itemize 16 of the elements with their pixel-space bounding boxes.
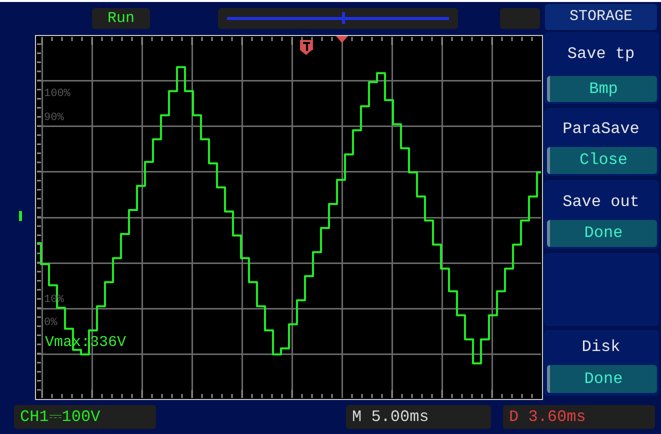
annotation: 90%: [44, 111, 65, 125]
text: Done: [547, 220, 657, 247]
text: D 3.60ms: [503, 405, 655, 429]
text: ParaSave: [562, 119, 640, 140]
text: Save out: [562, 192, 640, 213]
text: M 5.00ms: [346, 405, 491, 429]
text: Run: [92, 8, 150, 29]
text: STORAGE: [545, 4, 657, 30]
annotation: 100%: [44, 87, 72, 101]
text: Bmp: [547, 76, 657, 102]
text: Done: [547, 365, 657, 393]
text: Save tp: [566, 44, 636, 65]
text: Disk: [580, 337, 622, 358]
text: Close: [547, 147, 657, 174]
annotation: 0%: [44, 316, 58, 330]
text: CH1⎓100V: [14, 405, 156, 429]
